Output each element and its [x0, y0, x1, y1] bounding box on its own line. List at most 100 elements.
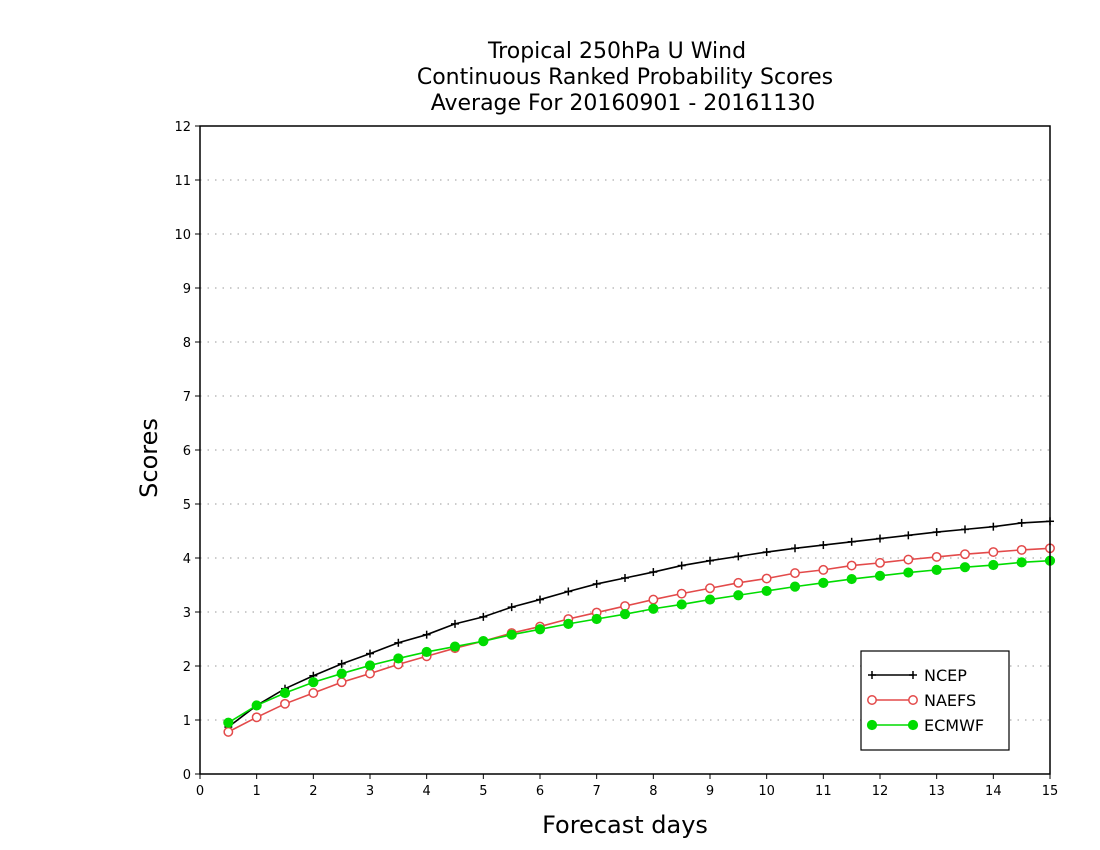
ecmwf-point: [818, 577, 829, 588]
ncep-point: [422, 630, 431, 639]
ncep-point: [337, 659, 346, 668]
ncep-point: [734, 552, 743, 561]
naefs-point: [988, 547, 999, 558]
x-tick-label: 5: [479, 784, 487, 799]
ncep-point: [876, 534, 884, 543]
naefs-point: [903, 554, 914, 565]
naefs-point: [875, 557, 885, 568]
x-tick-label: 12: [872, 784, 889, 799]
naefs-point: [223, 726, 234, 737]
chart-title-line-2: Continuous Ranked Probability Scores: [417, 65, 833, 90]
legend-item-naefs: NAEFS: [867, 691, 976, 710]
ncep-point: [989, 522, 998, 531]
ncep-point: [706, 556, 714, 565]
ncep-point: [479, 612, 488, 621]
naefs-point: [733, 577, 744, 588]
ncep-point: [677, 561, 686, 570]
x-tick-label: 10: [758, 784, 775, 799]
x-tick-label: 3: [366, 784, 374, 799]
legend-marker: [909, 671, 917, 679]
ecmwf-point: [874, 570, 886, 581]
ecmwf-point: [761, 585, 772, 597]
ecmwf-point: [336, 668, 347, 679]
x-tick-label: 7: [593, 784, 601, 799]
ncep-point: [1017, 518, 1026, 527]
naefs-point: [251, 712, 262, 723]
y-tick-label: 12: [174, 120, 191, 135]
naefs-point: [308, 688, 319, 698]
ncep-point: [819, 541, 828, 550]
x-tick-label: 8: [649, 784, 657, 799]
naefs-point: [818, 564, 829, 575]
ecmwf-point: [308, 677, 319, 688]
ecmwf-point: [393, 653, 404, 664]
legend-label: NCEP: [924, 666, 967, 685]
ecmwf-point: [704, 594, 716, 605]
ecmwf-point: [478, 636, 489, 647]
y-tick-label: 9: [183, 282, 191, 297]
x-tick-label: 6: [536, 784, 544, 799]
ecmwf-point: [251, 700, 262, 711]
legend: NCEP NAEFS ECMWF: [860, 650, 1010, 751]
y-tick-label: 5: [183, 498, 191, 513]
legend-marker: [866, 719, 878, 731]
ncep-point: [904, 531, 913, 540]
y-tick-label: 6: [183, 444, 191, 459]
naefs-point: [1016, 544, 1027, 555]
plot-frame: [199, 125, 1051, 775]
chart-title-line-3: Average For 20160901 - 20161130: [431, 91, 816, 116]
ecmwf-point: [676, 599, 687, 610]
y-axis-label: Scores: [135, 418, 163, 498]
ncep-point: [507, 603, 516, 612]
legend-item-ncep: NCEP: [868, 666, 967, 685]
ecmwf-point: [988, 559, 999, 571]
ecmwf-point: [449, 641, 461, 652]
ncep-line: [227, 520, 1051, 728]
ecmwf-point: [364, 660, 376, 671]
y-tick-label: 10: [174, 228, 191, 243]
naefs-point: [931, 551, 942, 562]
x-tick-label: 15: [1042, 784, 1059, 799]
y-tick-label: 7: [183, 390, 191, 405]
ecmwf-point: [903, 567, 914, 578]
naefs-point: [620, 601, 630, 612]
y-tick-label: 11: [174, 174, 191, 189]
series-ecmwf: [223, 555, 1056, 728]
ncep-point: [592, 579, 601, 588]
ecmwf-point: [421, 646, 432, 658]
series-ncep: [224, 517, 1054, 732]
ecmwf-point: [506, 629, 517, 640]
legend-marker: [868, 671, 876, 679]
x-tick-label: 14: [985, 784, 1002, 799]
ecmwf-point: [223, 717, 234, 728]
naefs-point: [705, 583, 715, 594]
chart-title: Tropical 250hPa U Wind Continuous Ranked…: [417, 39, 833, 116]
y-tick-label: 4: [183, 552, 191, 567]
ecmwf-point: [648, 603, 659, 614]
gridlines: [200, 179, 1050, 721]
ncep-point: [621, 573, 629, 582]
ncep-point: [564, 587, 573, 596]
ecmwf-point: [846, 573, 857, 585]
ncep-point: [791, 544, 799, 553]
naefs-point: [676, 588, 687, 599]
legend-item-ecmwf: ECMWF: [866, 716, 984, 735]
legend-marker: [907, 719, 919, 731]
ncep-point: [394, 638, 403, 647]
ecmwf-point: [619, 609, 631, 620]
x-tick-label: 11: [815, 784, 832, 799]
ecmwf-point: [534, 624, 546, 635]
ecmwf-point: [279, 687, 291, 699]
ecmwf-point: [931, 564, 942, 575]
legend-items: NCEP NAEFS ECMWF: [866, 666, 984, 735]
x-tick-label: 9: [706, 784, 714, 799]
y-tick-label: 8: [183, 336, 191, 351]
ncep-point: [536, 595, 544, 604]
naefs-point: [280, 698, 290, 709]
y-tick-label: 3: [183, 606, 191, 621]
ncep-point: [762, 548, 771, 557]
ncep-point: [366, 649, 374, 658]
naefs-point: [365, 668, 375, 679]
